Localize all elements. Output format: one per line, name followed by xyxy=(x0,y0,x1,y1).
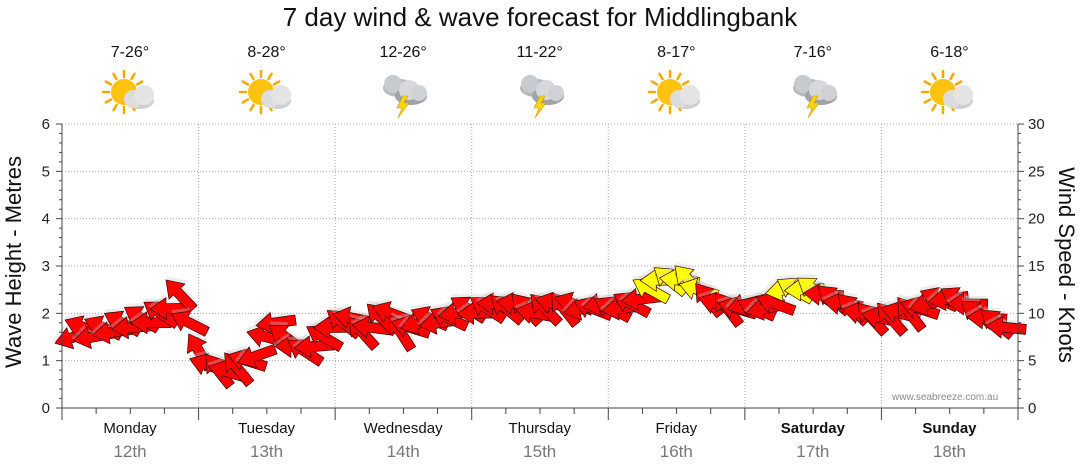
x-tick-label-day: Sunday xyxy=(922,420,977,437)
day-label-wednesday: Wednesday 14th xyxy=(335,420,471,462)
wind-arrow xyxy=(755,288,797,316)
axis-layer: 0 1 2 3 4 5 6 0 5 10 15 20 25 30 xyxy=(42,116,1045,420)
day-temp-range: 8-28° xyxy=(247,44,286,61)
day-label-sunday: Sunday 18th xyxy=(881,420,1017,462)
wind-arrow xyxy=(165,276,198,313)
chart-title: 7 day wind & wave forecast for Middlingb… xyxy=(282,2,798,32)
wind-arrow-shape xyxy=(756,291,797,316)
y-tick-label-left: 6 xyxy=(42,116,50,133)
x-tick-label-day: Tuesday xyxy=(238,420,296,437)
x-tick-label-date: 14th xyxy=(386,442,420,461)
y-axis-right-title: Wind Speed - Knots xyxy=(1054,167,1079,363)
day-forecast-monday: 7-26° xyxy=(62,44,198,115)
wind-arrow-shape xyxy=(165,279,198,313)
day-forecast-wednesday: 12-26° xyxy=(335,44,471,119)
day-forecast-sunday: 6-18° xyxy=(881,44,1017,115)
day-label-thursday: Thursday 15th xyxy=(472,420,608,462)
day-temp-range: 8-17° xyxy=(657,44,696,61)
day-label-friday: Friday 16th xyxy=(608,420,744,462)
storm-cloud-icon xyxy=(383,75,428,119)
x-tick-label-date: 13th xyxy=(250,442,284,461)
x-tick-label-day: Saturday xyxy=(780,420,845,437)
y-tick-label-right: 20 xyxy=(1028,211,1045,228)
day-forecast-friday: 8-17° xyxy=(608,44,744,115)
day-temp-range: 11-22° xyxy=(516,44,563,61)
x-tick-label-date: 16th xyxy=(659,442,693,461)
y-tick-label-right: 0 xyxy=(1028,400,1036,417)
y-tick-label-left: 3 xyxy=(42,258,50,275)
wind-arrow xyxy=(253,309,297,335)
y-tick-label-left: 1 xyxy=(42,353,50,370)
y-tick-label-left: 4 xyxy=(42,211,50,228)
day-temp-range: 6-18° xyxy=(930,44,969,61)
y-tick-label-right: 30 xyxy=(1028,116,1045,133)
y-tick-label-right: 25 xyxy=(1028,163,1045,180)
wind-arrow xyxy=(170,307,210,337)
storm-cloud-icon xyxy=(792,75,837,119)
day-temp-range: 12-26° xyxy=(379,44,427,61)
sun-cloud-icon xyxy=(238,70,291,115)
day-label-monday: Monday 12th xyxy=(62,420,198,462)
sun-cloud-icon xyxy=(101,70,154,115)
day-forecast-tuesday: 8-28° xyxy=(199,44,335,115)
wind-arrow xyxy=(984,312,1027,339)
sun-cloud-icon xyxy=(648,70,701,115)
x-tick-label-day: Friday xyxy=(655,420,698,437)
x-tick-label-day: Monday xyxy=(103,420,157,437)
wind-arrow-shape xyxy=(985,315,1027,339)
y-tick-label-left: 2 xyxy=(42,305,50,322)
wind-arrow-series xyxy=(52,262,1027,390)
y-tick-label-left: 5 xyxy=(42,163,50,180)
day-temp-range: 7-26° xyxy=(110,44,150,61)
wind-arrow xyxy=(234,342,278,369)
y-tick-label-right: 5 xyxy=(1028,353,1036,370)
day-label-tuesday: Tuesday 13th xyxy=(199,420,335,462)
wind-arrow xyxy=(350,312,393,339)
y-tick-label-right: 10 xyxy=(1028,305,1045,322)
day-forecast-saturday: 7-16° xyxy=(745,44,881,119)
day-label-saturday: Saturday 17th xyxy=(745,420,881,462)
x-tick-label-date: 17th xyxy=(796,442,830,461)
wind-arrow-shape xyxy=(170,310,210,337)
day-forecast-thursday: 11-22° xyxy=(472,44,608,119)
storm-cloud-icon xyxy=(519,75,564,119)
x-tick-label-date: 12th xyxy=(113,442,147,461)
sun-cloud-icon xyxy=(921,70,974,115)
y-tick-label-left: 0 xyxy=(42,400,50,417)
watermark: www.seabreeze.com.au xyxy=(892,392,999,403)
x-tick-label-date: 15th xyxy=(523,442,557,461)
x-tick-label-day: Wednesday xyxy=(363,420,443,437)
y-axis-left-title: Wave Height - Metres xyxy=(1,156,26,368)
x-tick-label-date: 18th xyxy=(932,442,966,461)
day-temp-range: 7-16° xyxy=(793,44,833,61)
x-tick-label-day: Thursday xyxy=(508,420,571,437)
wind-arrow-shape xyxy=(237,344,278,369)
y-tick-label-right: 15 xyxy=(1028,258,1045,275)
